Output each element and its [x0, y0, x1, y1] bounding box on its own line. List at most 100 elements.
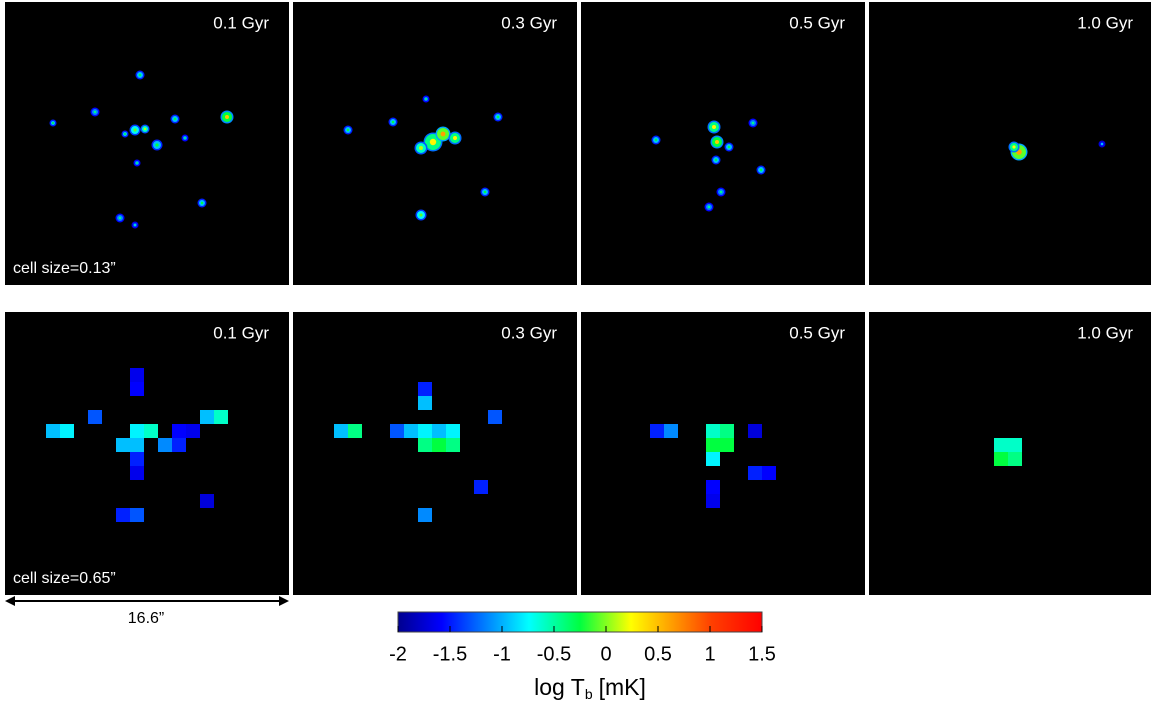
blob-core	[225, 115, 229, 119]
blob-core	[119, 217, 121, 219]
blob-core	[419, 213, 422, 216]
pixel	[418, 382, 432, 396]
blob-core	[728, 146, 730, 148]
pixel	[488, 410, 502, 424]
colorbar-tick-label: -1	[493, 643, 511, 665]
pixel	[474, 480, 488, 494]
blob-core	[720, 191, 722, 193]
blob-core	[136, 162, 138, 164]
pixel	[348, 424, 362, 438]
pixel	[664, 424, 678, 438]
pixel	[200, 410, 214, 424]
panel: 1.0 Gyr	[869, 312, 1151, 595]
colorbar-label: log Tb[mK]	[534, 674, 646, 702]
pixel	[432, 438, 446, 452]
blob-core	[124, 133, 126, 135]
pixel	[88, 410, 102, 424]
pixel	[130, 382, 144, 396]
colorbar-tick-label: -2	[389, 643, 407, 665]
pixel	[418, 508, 432, 522]
pixel	[748, 466, 762, 480]
scale-bar-label: 16.6”	[128, 610, 164, 627]
pixel	[418, 424, 432, 438]
panel-background	[5, 312, 289, 595]
blob-core	[139, 74, 141, 76]
blob-core	[425, 98, 427, 100]
blob-core	[1101, 143, 1103, 145]
panel-label: 1.0 Gyr	[1077, 13, 1133, 32]
blob-core	[497, 116, 499, 118]
pixel	[130, 438, 144, 452]
pixel	[144, 424, 158, 438]
panel: 1.0 Gyr	[869, 2, 1151, 285]
colorbar-tick-label: 1.5	[748, 643, 776, 665]
blob-core	[144, 128, 146, 130]
panel-background	[293, 312, 577, 595]
blob-core	[52, 122, 54, 124]
panel: 0.1 Gyr cell size=0.13”	[5, 2, 289, 285]
blob-core	[201, 202, 203, 204]
figure: 0.1 Gyr cell size=0.13” 0.3 Gyr 0.5 Gyr 1.0 …	[0, 0, 1151, 708]
pixel	[404, 424, 418, 438]
cell-size-label: cell size=0.13”	[13, 260, 116, 277]
pixel	[60, 424, 74, 438]
pixel	[706, 452, 720, 466]
colorbar-tick-label: 0.5	[644, 643, 672, 665]
blob-core	[752, 122, 754, 124]
pixel	[186, 424, 200, 438]
pixel	[446, 424, 460, 438]
panel: 0.5 Gyr	[581, 312, 865, 595]
blob-core	[174, 118, 176, 120]
pixel	[432, 424, 446, 438]
pixel	[418, 396, 432, 410]
pixel	[446, 438, 460, 452]
blob-core	[453, 136, 457, 140]
blob-core	[655, 139, 657, 141]
panel-background	[581, 312, 865, 595]
pixel	[158, 438, 172, 452]
colorbar	[398, 612, 762, 632]
pixel	[130, 466, 144, 480]
colorbar-tick-label: -1.5	[433, 643, 467, 665]
panel-label: 0.1 Gyr	[213, 323, 269, 342]
pixel	[334, 424, 348, 438]
pixel	[706, 424, 720, 438]
pixel	[130, 452, 144, 466]
blob-core	[419, 146, 423, 150]
pixel	[994, 438, 1008, 452]
panel-label: 1.0 Gyr	[1077, 323, 1133, 342]
pixel	[720, 424, 734, 438]
colorbar-tick-label: -0.5	[537, 643, 571, 665]
panel-label: 0.1 Gyr	[213, 13, 269, 32]
panel-label: 0.5 Gyr	[789, 13, 845, 32]
blob-core	[712, 125, 716, 129]
colorbar-tick-label: 1	[704, 643, 715, 665]
panel: 0.5 Gyr	[581, 2, 865, 285]
pixel	[116, 508, 130, 522]
blob-core	[1012, 145, 1015, 148]
blob-core	[94, 111, 96, 113]
blob-core	[155, 143, 158, 146]
scale-bar: 16.6”	[5, 596, 289, 627]
pixel	[762, 466, 776, 480]
panel: 0.3 Gyr	[293, 2, 577, 285]
pixel	[748, 424, 762, 438]
blob-core	[715, 140, 719, 144]
panel-label: 0.3 Gyr	[501, 13, 557, 32]
colorbar-tick-label: 0	[600, 643, 611, 665]
pixel	[418, 438, 432, 452]
panel-label: 0.3 Gyr	[501, 323, 557, 342]
panel-label: 0.5 Gyr	[789, 323, 845, 342]
blob-core	[133, 128, 136, 131]
pixel	[1008, 452, 1022, 466]
pixel	[172, 424, 186, 438]
pixel	[130, 508, 144, 522]
pixel	[720, 438, 734, 452]
pixel	[706, 438, 720, 452]
pixel	[1008, 438, 1022, 452]
panel: 0.3 Gyr	[293, 312, 577, 595]
blob-core	[184, 137, 186, 139]
pixel	[200, 494, 214, 508]
pixel	[994, 452, 1008, 466]
